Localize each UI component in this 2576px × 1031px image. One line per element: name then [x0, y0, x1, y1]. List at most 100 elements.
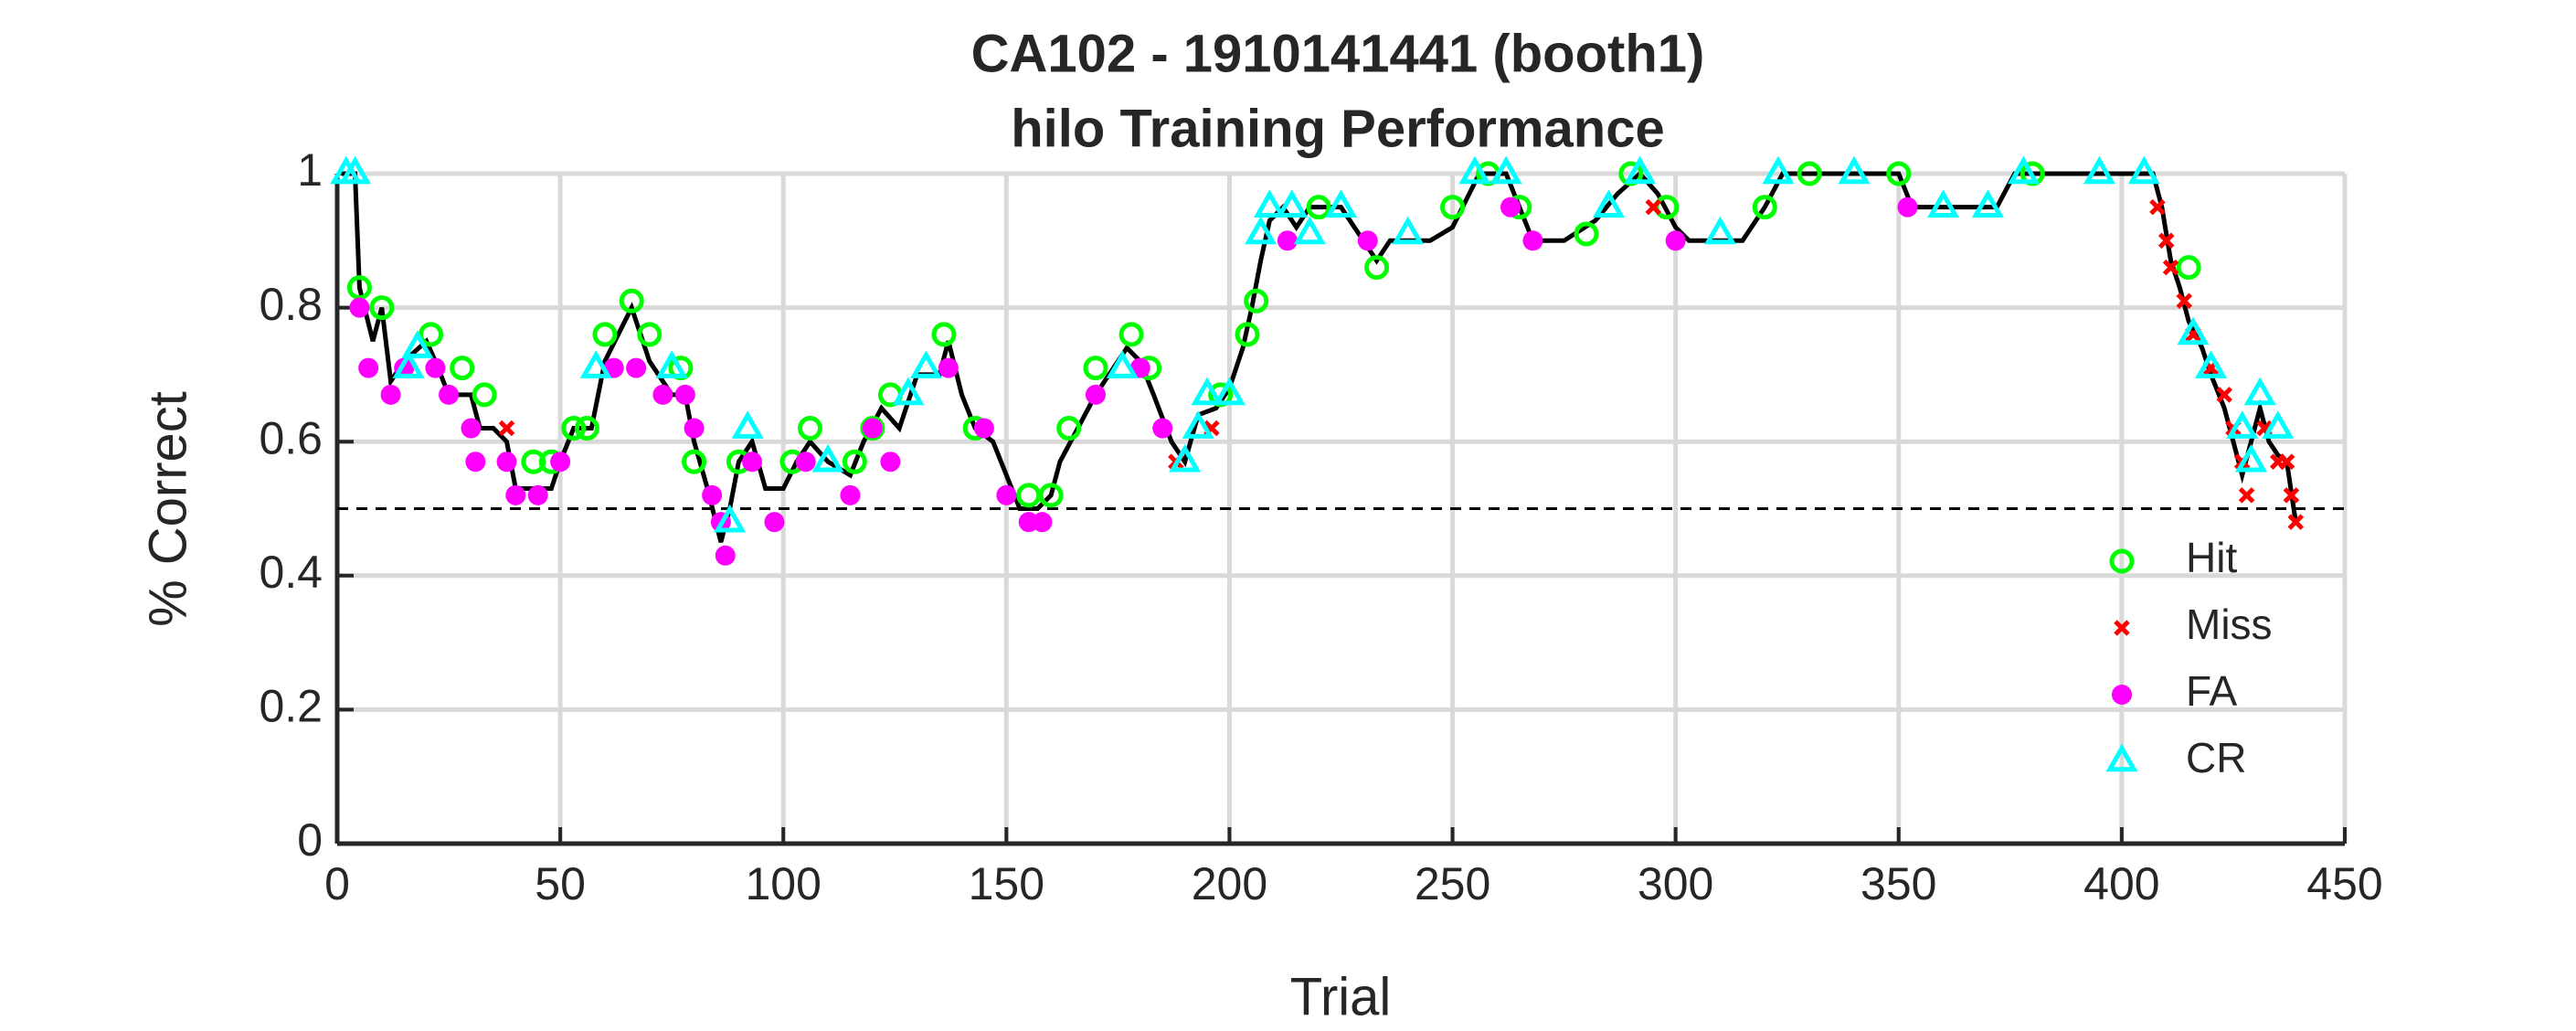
hit-marker: [1083, 356, 1108, 381]
x-tick-label: 400: [2083, 858, 2159, 909]
miss-marker: [2287, 514, 2305, 530]
cr-marker: [1245, 216, 1277, 245]
fa-marker: [702, 484, 723, 505]
hit-marker: [1056, 416, 1082, 441]
fa-marker: [496, 452, 517, 473]
fa-marker: [465, 452, 486, 473]
cr-marker: [339, 155, 372, 185]
x-axis-label: Trial: [1290, 967, 1392, 1026]
fa-marker: [684, 418, 705, 439]
fa-marker: [1085, 384, 1106, 405]
legend-label: Hit: [2186, 534, 2237, 581]
hit-marker: [2109, 548, 2135, 574]
fa-marker: [652, 384, 673, 405]
cr-marker: [655, 350, 688, 378]
cr-marker: [579, 350, 612, 378]
miss-marker: [498, 420, 515, 437]
hit-marker: [619, 288, 644, 314]
x-tick-label: 0: [324, 858, 350, 909]
cr-marker: [2177, 316, 2210, 345]
fa-marker: [674, 384, 695, 405]
cr-marker: [2105, 743, 2138, 772]
hit-marker: [682, 449, 707, 474]
fa-marker: [795, 452, 816, 473]
fa-marker: [1357, 230, 1378, 251]
cr-marker: [2127, 155, 2160, 185]
hit-marker: [592, 322, 618, 347]
fa-marker: [550, 452, 571, 473]
hit-marker: [1797, 161, 1822, 186]
x-tick-label: 450: [2306, 858, 2382, 909]
chart-subtitle: hilo Training Performance: [1011, 99, 1664, 158]
hit-marker: [419, 322, 444, 347]
hit-marker: [1306, 195, 1331, 220]
fa-marker: [1522, 230, 1543, 251]
miss-marker: [1645, 198, 1662, 216]
y-tick-label: 0.2: [259, 681, 323, 732]
cr-marker: [1927, 189, 1960, 218]
fa-marker: [527, 484, 548, 505]
hit-marker: [798, 416, 823, 441]
y-tick-label: 0.6: [259, 412, 323, 463]
cr-marker: [2262, 410, 2295, 439]
cr-marker: [1182, 410, 1214, 439]
fa-marker: [1277, 230, 1298, 251]
hit-marker: [1440, 195, 1466, 220]
fa-marker: [764, 512, 785, 533]
x-tick-label: 250: [1415, 858, 1490, 909]
miss-marker: [2283, 487, 2300, 504]
y-axis-label: % Correct: [138, 391, 197, 627]
hit-marker: [450, 356, 475, 381]
fa-marker: [1152, 418, 1173, 439]
chart-title: CA102 - 1910141441 (booth1): [971, 24, 1705, 83]
hit-marker: [369, 295, 395, 321]
cr-marker: [2226, 410, 2259, 439]
cr-marker: [1592, 189, 1625, 218]
performance-line: [341, 170, 2298, 543]
fa-marker: [349, 297, 370, 318]
hit-marker: [1364, 255, 1390, 281]
fa-marker: [996, 484, 1017, 505]
legend-entry: FA: [2112, 667, 2238, 715]
hit-marker: [1235, 322, 1260, 347]
hit-marker: [1118, 322, 1144, 347]
legend-label: FA: [2186, 667, 2238, 715]
miss-marker: [2176, 292, 2193, 310]
cr-marker: [2083, 155, 2115, 185]
fa-marker: [380, 384, 401, 405]
legend-entry: CR: [2105, 734, 2246, 781]
fa-marker: [505, 484, 526, 505]
x-tick-label: 200: [1192, 858, 1267, 909]
fa-marker: [938, 357, 959, 378]
miss-marker: [2278, 453, 2295, 470]
cr-marker: [892, 377, 925, 406]
fa-marker: [862, 418, 883, 439]
fa-marker: [1897, 197, 1918, 218]
fa-marker: [880, 452, 901, 473]
fa-marker: [439, 384, 460, 405]
cr-marker: [811, 443, 844, 473]
x-tick-label: 50: [535, 858, 586, 909]
hit-marker: [1886, 161, 1912, 186]
cr-marker: [392, 350, 425, 378]
cr-marker: [2234, 443, 2267, 473]
cr-marker: [1191, 377, 1224, 406]
cr-marker: [1293, 216, 1326, 245]
legend-entry: Hit: [2109, 534, 2237, 581]
fa-marker: [425, 357, 446, 378]
fa-marker: [626, 357, 647, 378]
cr-marker: [1324, 189, 1358, 218]
cr-marker: [1762, 155, 1795, 185]
fa-marker: [2112, 685, 2132, 705]
x-tick-label: 100: [746, 858, 822, 909]
cr-marker: [1458, 155, 1491, 185]
miss-marker: [2114, 620, 2130, 636]
fa-marker: [358, 357, 379, 378]
cr-marker: [1253, 189, 1286, 218]
cr-marker: [1838, 155, 1871, 185]
hit-marker: [1654, 195, 1680, 220]
hit-marker: [637, 322, 663, 347]
hit-marker: [1038, 483, 1064, 508]
y-tick-label: 1: [297, 144, 323, 196]
